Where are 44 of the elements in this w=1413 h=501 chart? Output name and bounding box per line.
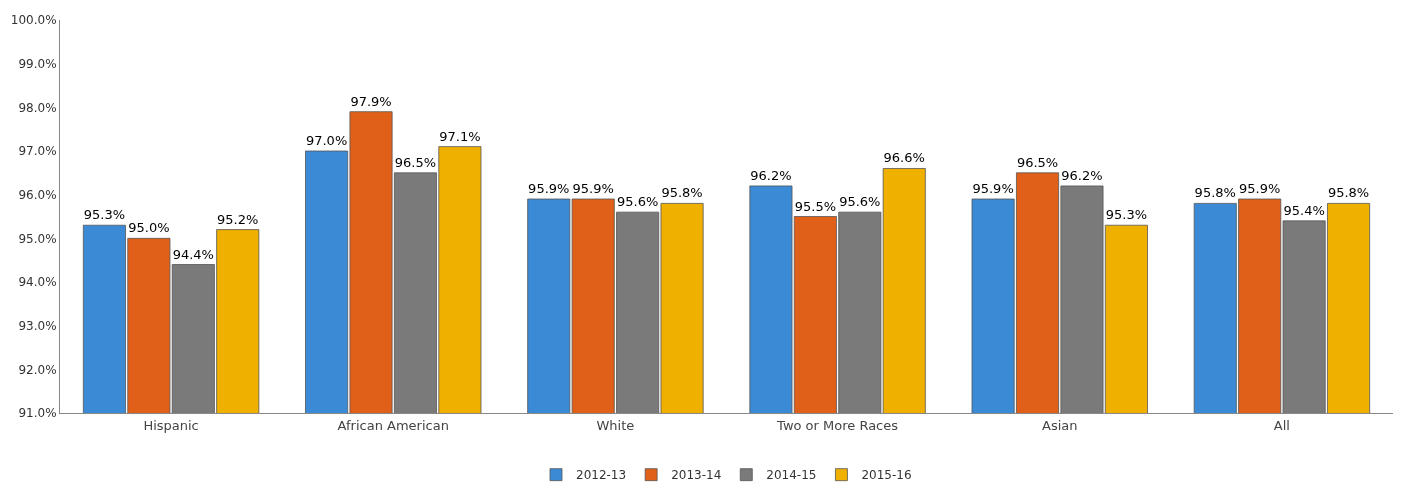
y-tick-label: 93.0% [18, 318, 57, 333]
data-label: 96.5% [1016, 154, 1059, 170]
data-label: 97.0% [305, 133, 348, 148]
data-label: 95.6% [616, 194, 659, 210]
data-label: 95.8% [661, 185, 703, 201]
x-tick-label: Two or More Races [776, 417, 899, 433]
x-tick-label: Asian [1042, 417, 1078, 433]
data-label: 95.9% [972, 181, 1014, 197]
y-tick-label: 94.0% [18, 275, 57, 290]
data-label: 95.3% [83, 207, 126, 223]
data-label: 95.5% [794, 198, 837, 214]
y-tick-label: 99.0% [18, 56, 57, 71]
data-label: 94.4% [172, 246, 214, 262]
data-label: 97.9% [350, 93, 392, 109]
legend-label: 2015-16 [861, 468, 912, 483]
y-tick-label: 92.0% [18, 362, 57, 377]
legend-label: 2012-13 [576, 468, 627, 483]
y-tick-label: 91.0% [18, 406, 57, 421]
y-tick-label: 98.0% [18, 100, 57, 115]
data-label: 96.2% [750, 167, 792, 183]
data-label: 95.0% [128, 220, 170, 236]
y-tick-label: 96.0% [18, 187, 57, 202]
data-label: 95.9% [528, 181, 570, 197]
y-tick-label: 95.0% [18, 231, 57, 246]
data-label: 95.3% [1105, 207, 1148, 223]
data-label: 96.5% [394, 154, 437, 170]
x-tick-label: White [596, 417, 635, 433]
legend-label: 2014-15 [766, 468, 817, 483]
y-tick-label: 100.0% [10, 13, 57, 28]
data-label: 95.9% [572, 181, 614, 197]
data-label: 96.2% [1061, 167, 1103, 183]
data-label: 95.8% [1327, 185, 1370, 201]
data-label: 95.2% [217, 211, 259, 227]
data-label: 95.4% [1283, 202, 1325, 218]
data-label: 96.6% [883, 150, 925, 166]
y-tick-label: 97.0% [18, 144, 57, 159]
legend-label: 2013-14 [671, 468, 722, 483]
x-tick-label: Hispanic [143, 417, 199, 433]
data-label: 95.9% [1239, 181, 1281, 197]
data-label: 95.8% [1194, 185, 1236, 201]
data-label: 95.6% [839, 194, 881, 210]
x-tick-label: All [1273, 417, 1290, 433]
data-label: 97.1% [439, 128, 481, 144]
x-tick-label: African American [337, 417, 449, 433]
